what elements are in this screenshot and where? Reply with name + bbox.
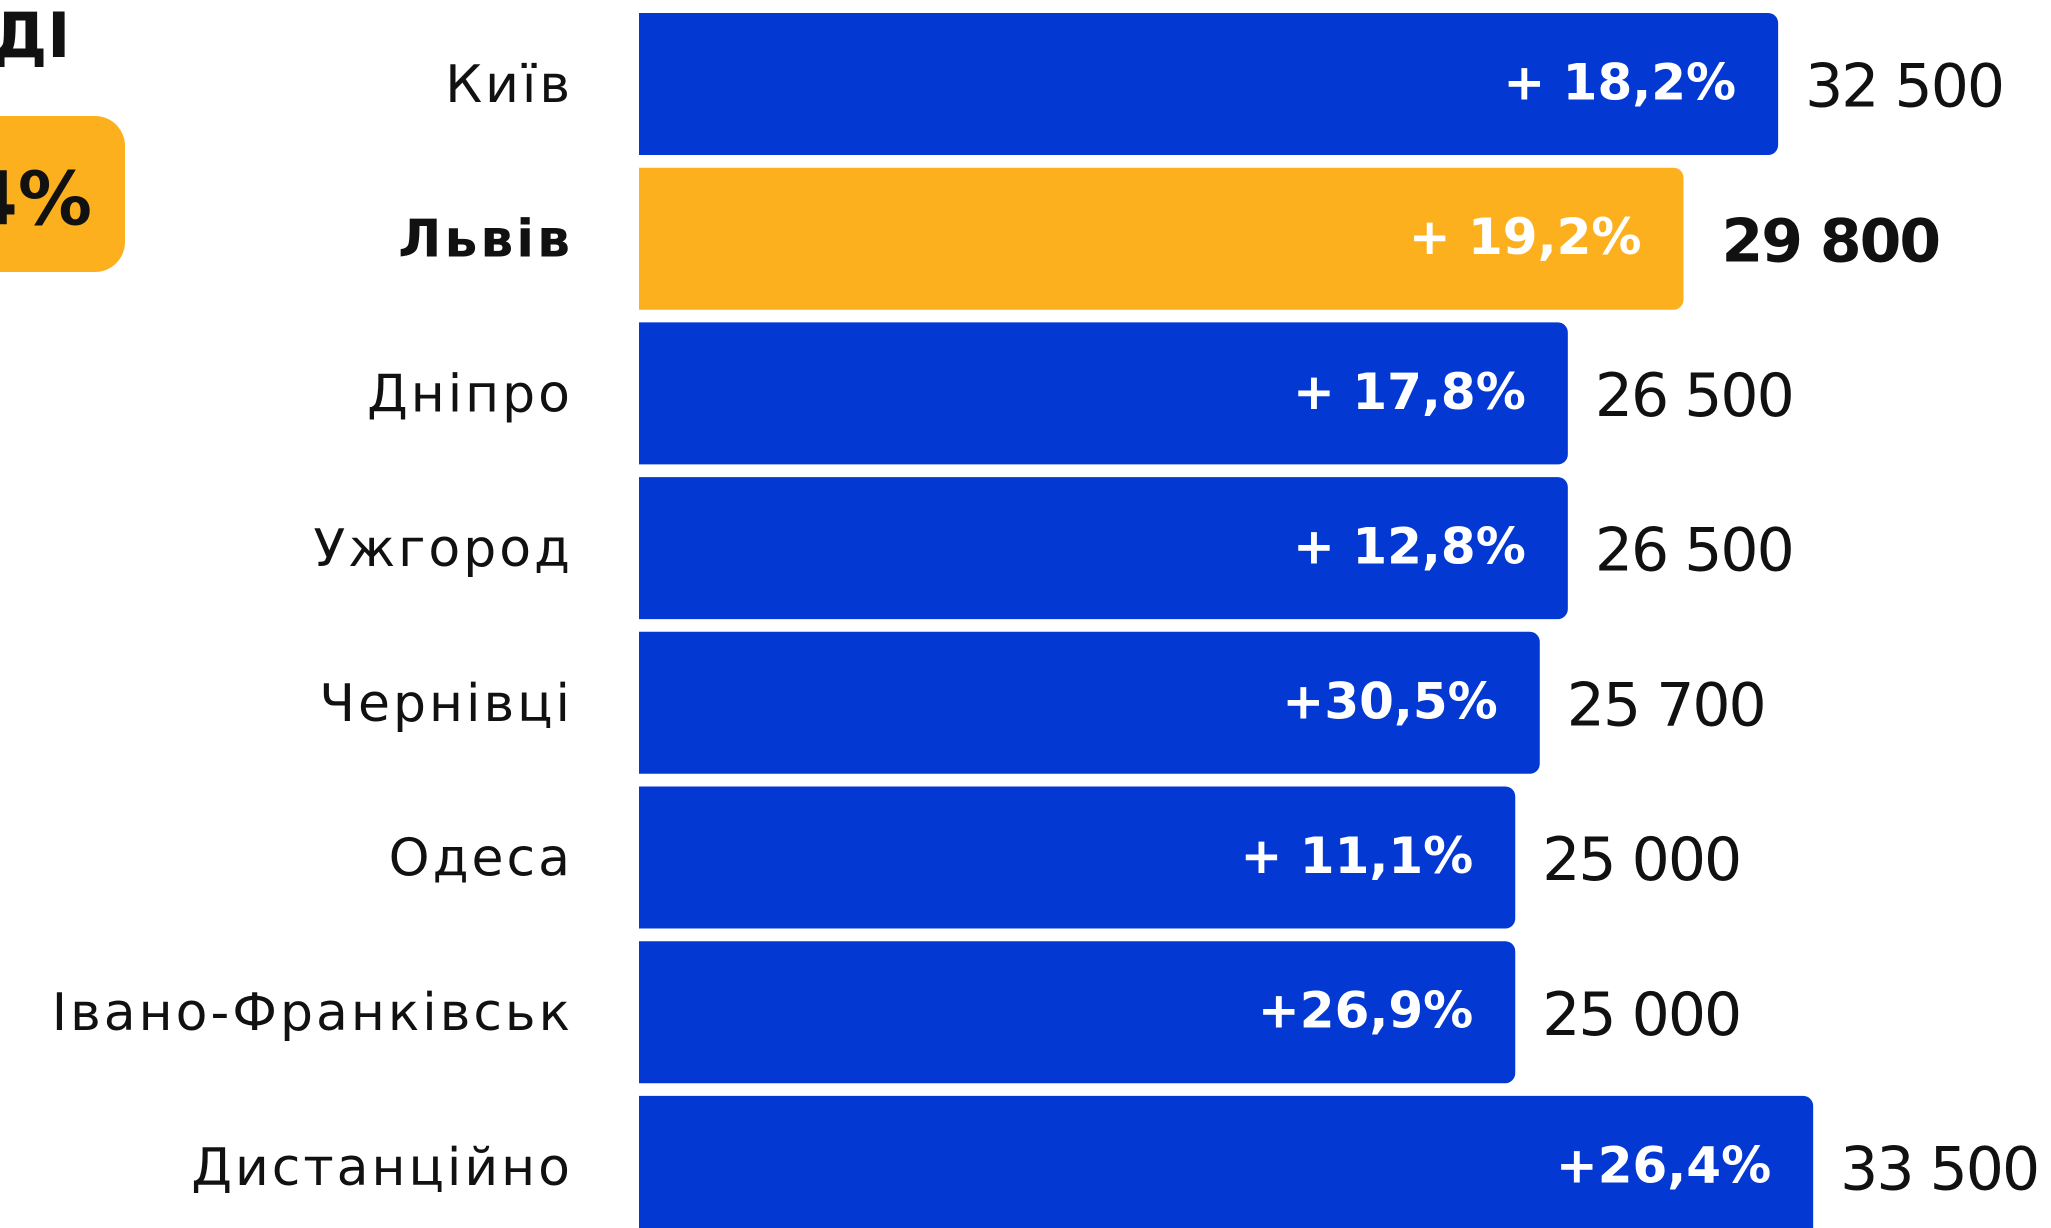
category-label: Одеса [389,829,573,889]
value-label: 26 500 [1595,516,1793,586]
value-label: 33 500 [1840,1134,2038,1204]
bar [629,786,1516,929]
category-label: Ужгород [314,519,573,579]
bar-edge [627,784,639,931]
bar-edge [627,11,639,157]
bar-edge [627,1093,639,1228]
bar-edge [627,475,639,622]
bar-edge [627,939,639,1086]
category-label: Івано-Франківськ [52,983,573,1043]
value-label: 32 500 [1805,52,2003,122]
bar [629,13,1779,155]
bar [629,941,1516,1084]
bar-edge [627,320,639,467]
bar [629,1095,1814,1228]
bar-label: + 19,2% [1409,208,1642,266]
bar-label: +26,9% [1258,982,1473,1040]
bar [629,322,1568,465]
category-label: Чернівці [319,674,573,734]
value-label: 25 000 [1542,980,1740,1050]
bar-label: +30,5% [1282,672,1497,730]
bar-label: + 11,1% [1240,827,1473,885]
header-fragment: ДІ [0,0,70,72]
bar-label: +26,4% [1556,1136,1771,1194]
value-label: 25 700 [1567,670,1765,740]
badge-fragment: 4% [0,157,92,243]
category-label: Київ [445,55,573,115]
value-label: 29 800 [1721,206,1939,276]
bar-label: + 18,2% [1503,54,1736,112]
bar-label: + 17,8% [1293,363,1526,421]
category-label: Дистанційно [191,1138,573,1198]
bar [629,477,1568,620]
bar-edge [627,165,639,312]
bar [629,167,1684,310]
category-label: Львів [398,210,573,270]
category-label: Дніпро [367,364,573,424]
bar-label: + 12,8% [1293,518,1526,576]
bar-edge [627,629,639,776]
value-label: 26 500 [1595,361,1793,431]
bar [629,631,1540,774]
badge [0,116,125,272]
value-label: 25 000 [1542,825,1740,895]
